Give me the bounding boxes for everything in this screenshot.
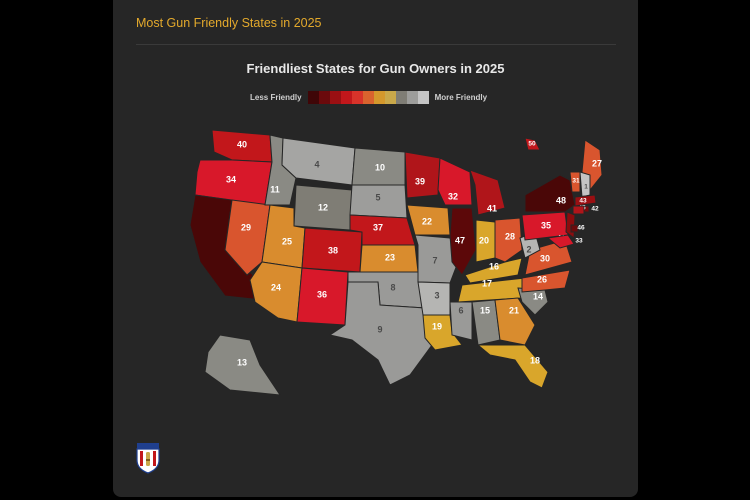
ammo-shield-logo-icon bbox=[136, 443, 160, 474]
state-rank-label-md: 33 bbox=[575, 238, 583, 245]
state-de[interactable] bbox=[570, 224, 579, 233]
state-vt[interactable] bbox=[569, 171, 581, 193]
state-nc[interactable] bbox=[521, 269, 571, 293]
state-wi[interactable] bbox=[437, 157, 473, 206]
state-rank-label-la: 19 bbox=[432, 321, 442, 331]
legend-swatch-2 bbox=[329, 90, 341, 104]
state-ma[interactable] bbox=[574, 194, 597, 207]
state-rank-label-wa: 40 bbox=[237, 139, 247, 149]
legend-swatches bbox=[307, 90, 429, 104]
state-rank-label-co: 38 bbox=[328, 245, 338, 255]
card-title: Most Gun Friendly States in 2025 bbox=[136, 16, 322, 30]
state-rank-label-ks: 23 bbox=[385, 252, 395, 262]
state-oh[interactable] bbox=[494, 217, 523, 263]
legend-low-label: Less Friendly bbox=[250, 92, 302, 102]
legend-swatch-5 bbox=[362, 90, 374, 104]
state-rank-label-sc: 14 bbox=[533, 291, 543, 301]
state-rank-label-tn: 17 bbox=[482, 278, 492, 288]
state-rank-label-ut: 25 bbox=[282, 236, 292, 246]
divider bbox=[136, 44, 616, 45]
state-ny[interactable] bbox=[524, 174, 576, 213]
legend-swatch-9 bbox=[406, 90, 418, 104]
state-rank-label-ak: 13 bbox=[237, 357, 247, 367]
state-rank-label-fl: 18 bbox=[530, 355, 540, 365]
state-rank-label-sd: 5 bbox=[375, 192, 380, 202]
state-rank-label-al: 15 bbox=[480, 305, 490, 315]
state-rank-label-hi: 50 bbox=[528, 141, 536, 148]
legend-swatch-4 bbox=[351, 90, 363, 104]
map-title: Friendliest States for Gun Owners in 202… bbox=[246, 61, 505, 76]
legend-swatch-0 bbox=[307, 90, 319, 104]
state-rank-label-ct: 42 bbox=[591, 206, 599, 213]
state-rank-label-ok: 8 bbox=[390, 282, 395, 292]
state-rank-label-ne: 37 bbox=[373, 222, 383, 232]
state-rank-label-wy: 12 bbox=[318, 202, 328, 212]
state-ak[interactable] bbox=[204, 334, 282, 396]
state-fl[interactable] bbox=[476, 344, 549, 389]
state-rank-label-nm: 36 bbox=[317, 289, 327, 299]
legend-swatch-10 bbox=[417, 90, 429, 104]
legend-swatch-1 bbox=[318, 90, 330, 104]
state-rank-label-il: 47 bbox=[455, 235, 465, 245]
state-rank-label-va: 30 bbox=[540, 253, 550, 263]
state-rank-label-wi: 32 bbox=[448, 191, 458, 201]
state-rank-label-mi: 41 bbox=[487, 203, 497, 213]
state-mn[interactable] bbox=[404, 151, 441, 199]
state-rank-label-vt: 31 bbox=[572, 178, 580, 185]
state-rank-label-az: 24 bbox=[271, 282, 281, 292]
legend-swatch-3 bbox=[340, 90, 352, 104]
state-rank-label-or: 34 bbox=[226, 174, 236, 184]
state-tx[interactable] bbox=[328, 281, 433, 386]
state-rank-label-ky: 16 bbox=[489, 261, 499, 271]
legend: Less Friendly More Friendly bbox=[250, 90, 487, 104]
state-rank-label-wv: 2 bbox=[526, 244, 531, 254]
state-rank-label-mn: 39 bbox=[415, 176, 425, 186]
state-rank-label-ms: 6 bbox=[458, 305, 463, 315]
state-rank-label-ny: 48 bbox=[556, 195, 566, 205]
state-rank-label-de: 46 bbox=[577, 225, 585, 232]
state-rank-label-nd: 10 bbox=[375, 162, 385, 172]
state-ky[interactable] bbox=[464, 257, 523, 284]
state-nv[interactable] bbox=[224, 199, 271, 276]
state-rank-label-nh: 1 bbox=[584, 184, 588, 191]
state-mi[interactable] bbox=[469, 169, 506, 216]
state-ms[interactable] bbox=[449, 301, 473, 341]
legend-swatch-6 bbox=[373, 90, 385, 104]
state-il[interactable] bbox=[449, 207, 477, 276]
state-mt[interactable] bbox=[281, 137, 356, 186]
state-rank-label-ma: 43 bbox=[579, 198, 587, 205]
state-rank-label-nv: 29 bbox=[241, 222, 251, 232]
state-rank-label-ar: 3 bbox=[434, 290, 439, 300]
state-rank-label-mt: 4 bbox=[314, 159, 319, 169]
state-rank-label-oh: 28 bbox=[505, 231, 515, 241]
state-la[interactable] bbox=[422, 314, 463, 351]
state-ct[interactable] bbox=[572, 205, 585, 215]
state-md[interactable] bbox=[546, 234, 575, 249]
state-rank-label-pa: 35 bbox=[541, 220, 551, 230]
legend-swatch-8 bbox=[395, 90, 407, 104]
state-rank-label-id: 11 bbox=[270, 184, 280, 194]
state-rank-label-me: 27 bbox=[592, 158, 602, 168]
state-rank-label-ia: 22 bbox=[422, 216, 432, 226]
legend-swatch-7 bbox=[384, 90, 396, 104]
state-rank-label-tx: 9 bbox=[377, 324, 382, 334]
state-rank-label-ga: 21 bbox=[509, 305, 519, 315]
state-rank-label-mo: 7 bbox=[432, 255, 437, 265]
legend-high-label: More Friendly bbox=[434, 92, 488, 102]
state-hi[interactable] bbox=[524, 137, 541, 151]
state-rank-label-nc: 26 bbox=[537, 274, 547, 284]
state-rank-label-in: 20 bbox=[479, 235, 489, 245]
state-ga[interactable] bbox=[494, 297, 536, 346]
